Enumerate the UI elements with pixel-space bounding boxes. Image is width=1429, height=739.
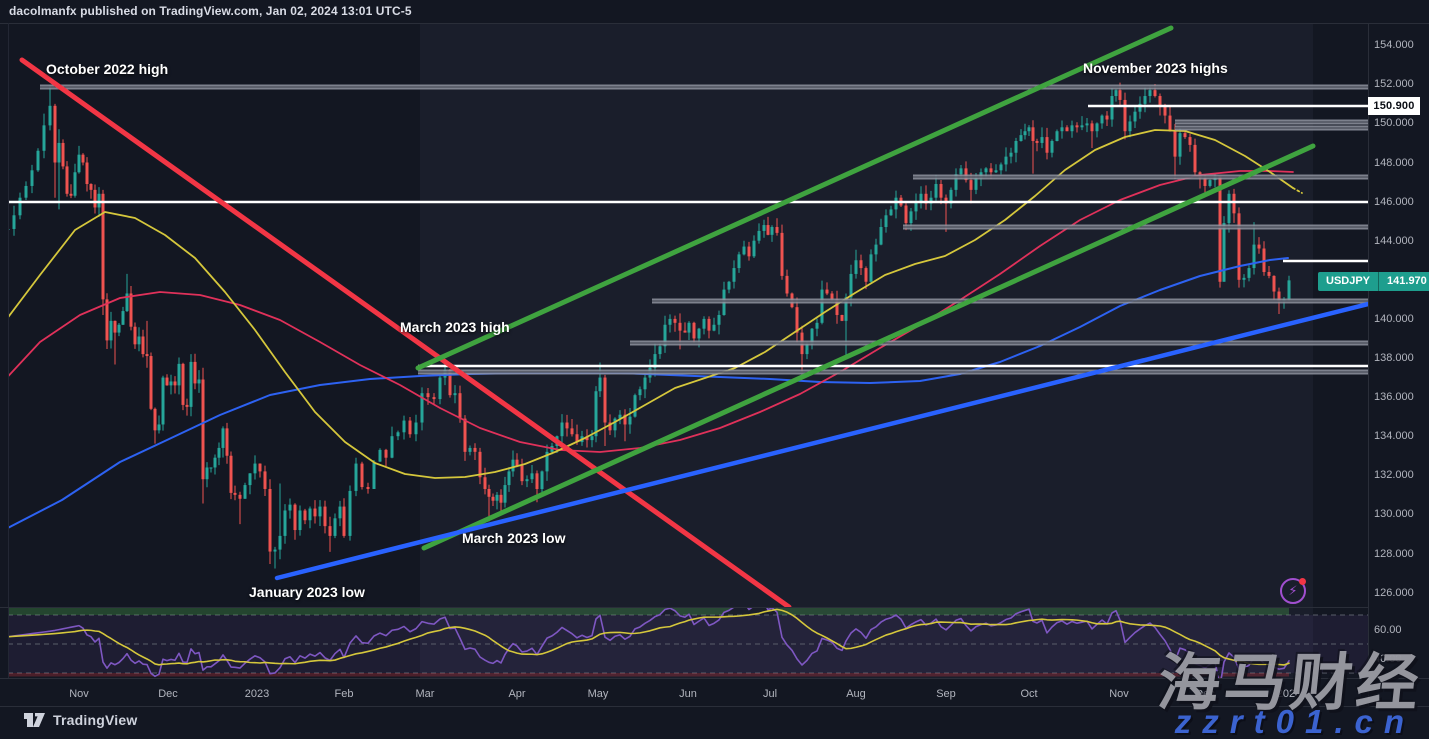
- price-axis-label[interactable]: 150.000: [1374, 117, 1414, 130]
- tag-divider: [1378, 272, 1380, 291]
- time-axis-label[interactable]: May: [587, 688, 609, 700]
- time-axis-label[interactable]: Oct: [1020, 688, 1038, 700]
- price-axis-border: [1368, 23, 1369, 706]
- highlighted-date-range: [420, 24, 1313, 678]
- rsi-axis-label[interactable]: 40.00: [1374, 652, 1402, 665]
- tradingview-logo-text: TradingView: [53, 712, 138, 728]
- price-axis-label[interactable]: 140.000: [1374, 312, 1414, 325]
- time-axis-label[interactable]: 2023: [244, 688, 270, 700]
- flash-idea-icon[interactable]: ⚡: [1280, 578, 1306, 604]
- symbol-label: USDJPY: [1326, 275, 1371, 287]
- price-axis-label[interactable]: 146.000: [1374, 195, 1414, 208]
- price-axis-label[interactable]: 134.000: [1374, 430, 1414, 443]
- time-axis-label[interactable]: Nov: [69, 688, 89, 700]
- top-divider: [0, 23, 1429, 24]
- notification-dot: [1299, 578, 1306, 585]
- price-axis-label[interactable]: 126.000: [1374, 586, 1414, 599]
- price-axis-label[interactable]: 136.000: [1374, 391, 1414, 404]
- time-axis-label[interactable]: Jul: [762, 688, 778, 700]
- time-axis-label[interactable]: Mar: [415, 688, 435, 700]
- trend-lines: [19, 25, 1368, 607]
- time-axis-label[interactable]: Dec: [1195, 688, 1215, 700]
- time-axis-label[interactable]: Dec: [158, 688, 178, 700]
- price-axis-label[interactable]: 154.000: [1374, 39, 1414, 52]
- attribution-text: dacolmanfx published on TradingView.com,…: [9, 4, 412, 18]
- price-axis-label[interactable]: 148.000: [1374, 156, 1414, 169]
- rsi-axis-label[interactable]: 60.00: [1374, 623, 1402, 636]
- time-axis-label[interactable]: Apr: [508, 688, 526, 700]
- price-axis-label[interactable]: 130.000: [1374, 508, 1414, 521]
- chart-left-border: [8, 23, 9, 678]
- price-axis-label[interactable]: 132.000: [1374, 469, 1414, 482]
- tradingview-logo[interactable]: TradingView: [24, 710, 137, 730]
- time-axis-label[interactable]: Jun: [679, 688, 697, 700]
- time-axis-label[interactable]: Nov: [1109, 688, 1129, 700]
- time-axis-label[interactable]: Aug: [846, 688, 866, 700]
- watermark-url: zzrt01.cn: [1174, 703, 1415, 739]
- chart-annotation: January 2023 low: [249, 584, 365, 600]
- time-axis-label[interactable]: Feb: [334, 688, 354, 700]
- rsi-indicator: [8, 608, 1290, 678]
- last-price-tag: USDJPY 141.970: [1318, 272, 1429, 291]
- chart-annotation: November 2023 highs: [1083, 60, 1228, 76]
- price-axis-label[interactable]: 128.000: [1374, 547, 1414, 560]
- price-level-tag: 150.900: [1368, 97, 1420, 115]
- last-price-value: 141.970: [1387, 275, 1427, 287]
- lightning-icon: ⚡: [1288, 583, 1298, 598]
- candlestick-series: [8, 82, 1291, 569]
- bottom-border: [0, 706, 1429, 707]
- price-axis-label[interactable]: 138.000: [1374, 352, 1414, 364]
- chart-annotation: March 2023 low: [462, 530, 566, 546]
- price-axis-label[interactable]: 152.000: [1374, 78, 1414, 91]
- time-axis-label[interactable]: 2024: [1276, 688, 1302, 700]
- level-tag-value: 150.900: [1373, 100, 1415, 112]
- chart-annotation: October 2022 high: [46, 61, 169, 77]
- time-axis-border: [0, 678, 1429, 679]
- price-axis-label[interactable]: 144.000: [1374, 234, 1414, 247]
- pane-separator[interactable]: [0, 607, 1368, 608]
- time-axis-label[interactable]: Sep: [936, 688, 956, 700]
- tradingview-logo-icon: [24, 713, 45, 727]
- chart-annotation: March 2023 high: [400, 319, 510, 335]
